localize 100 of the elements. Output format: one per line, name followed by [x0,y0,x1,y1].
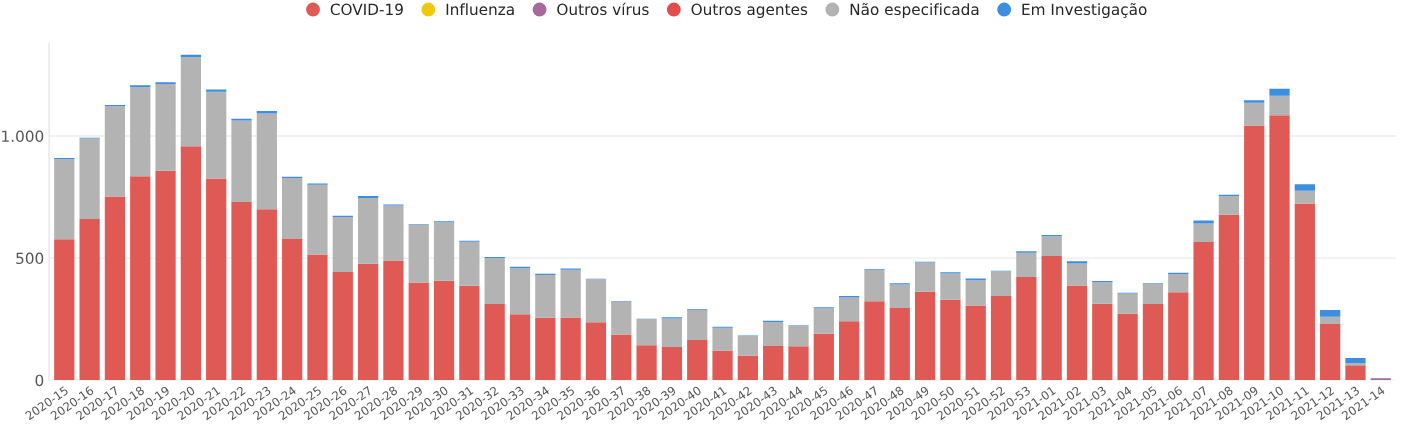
bar [256,111,277,114]
bar [459,285,480,381]
bar [357,263,379,381]
bar [1092,303,1113,381]
bar [206,91,227,179]
bar [79,138,100,220]
bar [661,346,683,381]
bar [484,303,505,381]
bar [130,87,151,177]
bar [408,224,429,283]
bar [788,325,809,347]
bar [1142,283,1164,304]
bar [1269,95,1290,116]
bar [1320,316,1341,324]
bar [54,239,75,381]
bar [383,260,404,381]
bar [256,209,277,381]
bar [560,317,581,381]
bar [357,198,379,264]
bar [864,270,885,302]
bar [282,177,303,240]
bar [1244,102,1265,126]
bar [1142,303,1164,381]
bar [433,222,455,281]
bar [687,340,708,381]
bar [1294,184,1315,191]
bar [54,159,75,240]
bar [1041,255,1062,381]
bar [1066,285,1088,381]
bar [687,309,708,341]
bar [1320,310,1341,317]
bar [813,308,834,334]
bar [104,196,126,381]
bar [914,291,936,381]
legend-label: Em Investigação [1022,3,1147,19]
bar [585,322,607,381]
bar [1168,273,1189,293]
bar [459,241,480,286]
bar [813,333,834,381]
bar [889,307,910,381]
y-tick-label: 500 [16,252,44,265]
bar [1320,324,1341,381]
legend-label: Outros agentes [691,3,808,19]
bar [282,239,303,381]
bar [104,106,126,197]
y-tick-label: 1.000 [2,130,44,143]
bar [155,170,176,381]
bar [408,282,429,381]
bar [1041,236,1062,256]
bar [130,176,151,381]
bar [1066,263,1088,286]
bar [180,146,202,381]
bar [1117,313,1138,381]
bar [763,322,784,346]
bar [1092,282,1113,304]
bar [1294,203,1315,381]
y-tick-label: 0 [35,374,44,387]
bar [965,305,986,381]
bar [940,299,961,381]
bar [1016,252,1037,278]
bar [940,273,961,300]
bar [231,201,252,381]
bar [1218,214,1240,381]
bar [1345,357,1366,364]
bar [1193,220,1214,224]
bar [712,327,733,351]
bar [737,335,758,356]
bar [79,219,100,381]
bar [965,280,986,306]
bar [611,334,632,381]
bar [535,274,556,318]
bar [1193,241,1214,381]
bar [1269,115,1290,381]
bar [332,217,353,272]
bar [990,295,1012,381]
bar [636,345,657,381]
bar [231,120,252,202]
bar [1244,125,1265,381]
bar [737,355,758,381]
legend-label: Outros vírus [557,2,649,16]
bar [636,319,657,346]
bar [307,254,328,381]
legend-label: Não especificada [850,3,979,19]
bar [788,346,809,381]
bar [1269,88,1290,96]
bar [1193,223,1214,242]
bar [155,83,176,171]
bar [839,321,860,381]
bar [180,57,202,147]
bar [661,318,683,347]
legend-label: Influenza [446,3,514,16]
bar [1168,292,1189,381]
bar [611,301,632,335]
bar [1244,100,1265,103]
bar [256,113,277,210]
bar [914,262,936,292]
bar [763,345,784,381]
bar [307,184,328,255]
bar [383,205,404,261]
bar [1345,365,1366,381]
